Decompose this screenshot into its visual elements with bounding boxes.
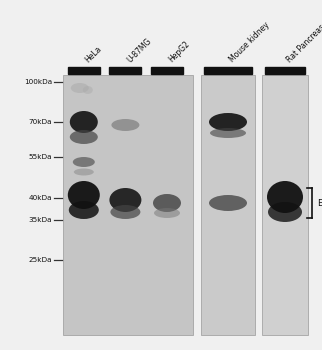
Text: ERP44: ERP44 (317, 198, 322, 208)
Text: U-87MG: U-87MG (125, 36, 153, 64)
Ellipse shape (267, 181, 303, 213)
Bar (204, 67, 252, 74)
Ellipse shape (74, 168, 94, 175)
Text: 35kDa: 35kDa (29, 217, 52, 223)
Ellipse shape (109, 188, 141, 212)
Ellipse shape (71, 83, 89, 93)
Ellipse shape (209, 113, 247, 131)
Ellipse shape (153, 194, 181, 212)
Ellipse shape (210, 128, 246, 138)
Text: HepG2: HepG2 (167, 39, 192, 64)
Text: 55kDa: 55kDa (29, 154, 52, 160)
Text: 70kDa: 70kDa (29, 119, 52, 125)
Text: Mouse kidney: Mouse kidney (228, 20, 272, 64)
Ellipse shape (110, 205, 140, 219)
Bar (109, 67, 141, 74)
Text: 25kDa: 25kDa (29, 257, 52, 263)
Bar (262, 75, 308, 335)
Ellipse shape (70, 130, 98, 144)
Text: 100kDa: 100kDa (24, 79, 52, 85)
Text: HeLa: HeLa (84, 44, 104, 64)
Ellipse shape (268, 202, 302, 222)
Ellipse shape (154, 208, 180, 218)
Ellipse shape (209, 195, 247, 211)
Ellipse shape (83, 86, 93, 94)
Bar (265, 67, 305, 74)
Ellipse shape (70, 111, 98, 133)
Bar (68, 67, 100, 74)
Ellipse shape (73, 157, 95, 167)
Bar (201, 75, 255, 335)
Ellipse shape (69, 201, 99, 219)
Ellipse shape (111, 119, 139, 131)
Bar (151, 67, 183, 74)
Bar (63, 75, 193, 335)
Text: 40kDa: 40kDa (29, 195, 52, 201)
Ellipse shape (68, 181, 100, 209)
Text: Rat Pancreas: Rat Pancreas (285, 22, 322, 64)
